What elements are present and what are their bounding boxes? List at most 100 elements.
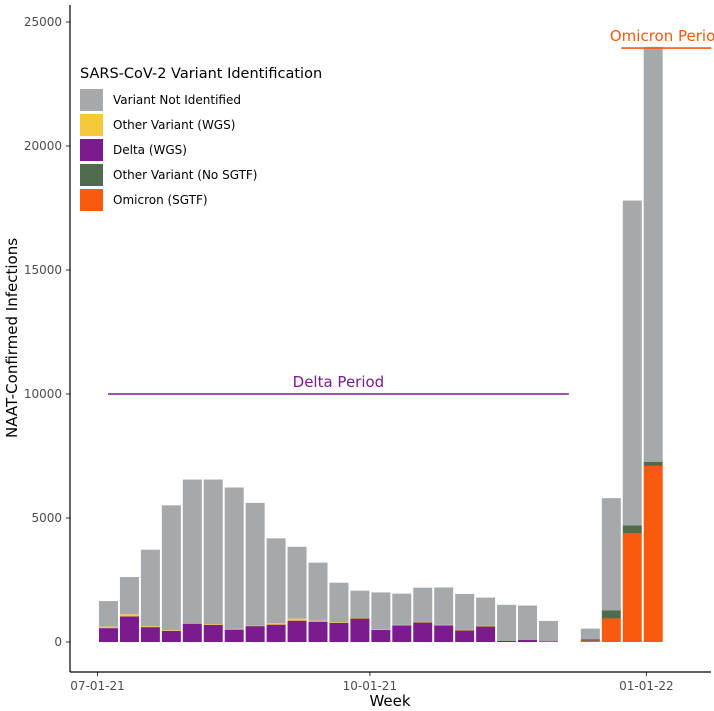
y-tick-label: 20000 — [24, 139, 62, 153]
bar-segment-delta_wgs — [413, 622, 433, 642]
bar-stack — [434, 587, 454, 642]
bar-segment-not_identified — [392, 593, 412, 625]
legend-item: Other Variant (No SGTF) — [80, 164, 257, 186]
bar-segment-delta_wgs — [119, 616, 139, 642]
legend-swatch — [80, 164, 103, 186]
legend: SARS-CoV-2 Variant Identification Variant… — [80, 66, 322, 211]
bar-segment-not_identified — [329, 582, 349, 623]
bar-segment-not_identified — [601, 498, 621, 611]
bar-segment-not_identified — [413, 587, 433, 622]
bar-segment-other_nosgtf — [580, 640, 600, 641]
legend-label: Variant Not Identified — [113, 93, 241, 107]
bar-stack — [622, 200, 642, 642]
bar-segment-other_nosgtf — [622, 525, 642, 534]
legend-swatch — [80, 89, 103, 111]
bar-segment-other_wgs — [224, 628, 244, 630]
bar-stack — [308, 562, 328, 642]
bar-segment-delta_wgs — [455, 630, 475, 642]
bar-segment-not_identified — [643, 46, 663, 462]
bar-segment-not_identified — [476, 597, 496, 626]
x-tick-label: 01-01-22 — [619, 679, 673, 693]
y-tick-label: 25000 — [24, 15, 62, 29]
legend-label: Delta (WGS) — [113, 143, 187, 157]
period-label: Omicron Period — [610, 27, 714, 45]
bar-stack — [497, 604, 517, 642]
bar-segment-delta_wgs — [203, 624, 223, 642]
bar-stack — [161, 505, 181, 642]
bar-segment-other_wgs — [329, 622, 349, 624]
bar-stack — [476, 597, 496, 642]
bar-stack — [224, 487, 244, 642]
bar-stack — [601, 498, 621, 642]
bar-segment-other_wgs — [203, 624, 223, 625]
bar-segment-not_identified — [497, 604, 517, 642]
bar-segment-omicron_sgtf — [643, 465, 663, 642]
legend-label: Other Variant (WGS) — [113, 118, 235, 132]
bar-segment-not_identified — [266, 538, 286, 624]
bar-segment-omicron_sgtf — [622, 533, 642, 642]
bar-segment-not_identified — [287, 546, 307, 619]
bar-segment-delta_wgs — [580, 639, 600, 641]
bar-segment-not_identified — [308, 562, 328, 621]
bar-segment-omicron_sgtf — [580, 640, 600, 642]
bar-segment-not_identified — [434, 587, 454, 625]
y-axis-ticks: 0 5000 10000 15000 20000 25000 — [24, 15, 70, 649]
bar-stack — [245, 502, 265, 642]
bar-segment-not_identified — [580, 628, 600, 640]
bar-segment-other_wgs — [245, 625, 265, 627]
bar-segment-other_wgs — [308, 620, 328, 622]
y-tick-label: 5000 — [31, 511, 62, 525]
bar-segment-other_wgs — [140, 626, 160, 628]
legend-label: Other Variant (No SGTF) — [113, 168, 257, 182]
bar-segment-other_wgs — [119, 614, 139, 617]
bar-segment-not_identified — [161, 505, 181, 631]
bar-stack — [203, 479, 223, 642]
bar-segment-not_identified — [99, 601, 118, 627]
bar-stacks — [99, 46, 663, 642]
legend-swatch — [80, 139, 103, 161]
bar-segment-delta_wgs — [266, 624, 286, 642]
bar-segment-not_identified — [203, 479, 223, 625]
bar-stack — [329, 582, 349, 642]
bar-segment-delta_wgs — [161, 630, 181, 642]
bar-segment-delta_wgs — [350, 618, 370, 642]
bar-segment-not_identified — [455, 593, 475, 630]
bar-segment-delta_wgs — [329, 622, 349, 642]
bar-stack — [392, 593, 412, 642]
bar-segment-other_wgs — [434, 624, 454, 626]
bar-segment-delta_wgs — [518, 640, 537, 642]
bar-segment-not_identified — [622, 200, 642, 526]
legend-swatch — [80, 189, 103, 211]
bar-segment-not_identified — [245, 502, 265, 626]
bar-stack — [350, 590, 370, 642]
x-axis-ticks: 07-01-21 10-01-21 01-01-22 — [70, 672, 674, 693]
bar-segment-not_identified — [518, 605, 537, 641]
bar-segment-omicron_sgtf — [601, 618, 621, 642]
bar-segment-other_wgs — [287, 618, 307, 621]
bar-segment-delta_wgs — [476, 626, 496, 642]
bar-segment-other_wgs — [413, 621, 433, 623]
bar-segment-other_wgs — [371, 629, 391, 630]
bar-segment-other_nosgtf — [643, 461, 663, 466]
bar-segment-not_identified — [140, 549, 160, 627]
bar-stack — [413, 587, 433, 642]
bar-segment-delta_wgs — [392, 625, 412, 642]
legend-label: Omicron (SGTF) — [113, 193, 208, 207]
bar-stack — [580, 628, 600, 642]
bar-segment-not_identified — [538, 620, 558, 642]
legend-title: SARS-CoV-2 Variant Identification — [80, 66, 322, 82]
bar-segment-other_wgs — [182, 623, 202, 624]
bar-segment-delta_wgs — [308, 621, 328, 642]
bar-segment-delta_wgs — [371, 629, 391, 642]
bar-stack — [538, 620, 558, 642]
bar-stack — [643, 46, 663, 642]
bar-stack — [455, 593, 475, 642]
x-axis-title: Week — [369, 692, 410, 710]
bar-segment-other_wgs — [476, 625, 496, 627]
bar-segment-not_identified — [119, 577, 139, 615]
y-axis-title: NAAT-Confirmed Infections — [3, 238, 21, 438]
bar-segment-not_identified — [182, 479, 202, 624]
bar-stack — [140, 549, 160, 642]
bar-segment-other_wgs — [392, 624, 412, 626]
